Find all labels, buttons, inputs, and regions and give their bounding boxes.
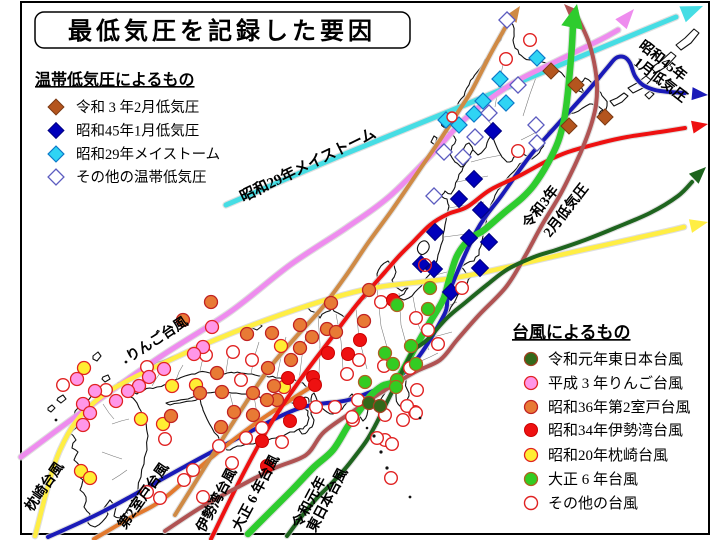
svg-text:その他の台風: その他の台風 (548, 495, 638, 512)
svg-text:昭和36年第2室戸台風: 昭和36年第2室戸台風 (548, 398, 691, 416)
svg-text:昭和20年枕崎台風: 昭和20年枕崎台風 (548, 447, 668, 464)
svg-text:昭和29年メイストーム: 昭和29年メイストーム (76, 146, 220, 163)
svg-text:昭和45年1月低気圧: 昭和45年1月低気圧 (76, 123, 199, 140)
svg-text:令和 3 年2月低気圧: 令和 3 年2月低気圧 (76, 99, 199, 116)
svg-text:大正 6 年台風: 大正 6 年台風 (548, 471, 638, 488)
svg-text:温帯低気圧によるもの: 温帯低気圧によるもの (34, 70, 195, 89)
svg-text:令和元年東日本台風: 令和元年東日本台風 (548, 351, 683, 368)
svg-text:昭和34年伊勢湾台風: 昭和34年伊勢湾台風 (548, 422, 683, 439)
svg-text:台風によるもの: 台風によるもの (512, 322, 631, 342)
svg-text:その他の温帯低気圧: その他の温帯低気圧 (76, 169, 207, 186)
svg-text:平成 3 年りんご台風: 平成 3 年りんご台風 (548, 375, 683, 392)
svg-text:最低気圧を記録した要因: 最低気圧を記録した要因 (68, 17, 376, 45)
